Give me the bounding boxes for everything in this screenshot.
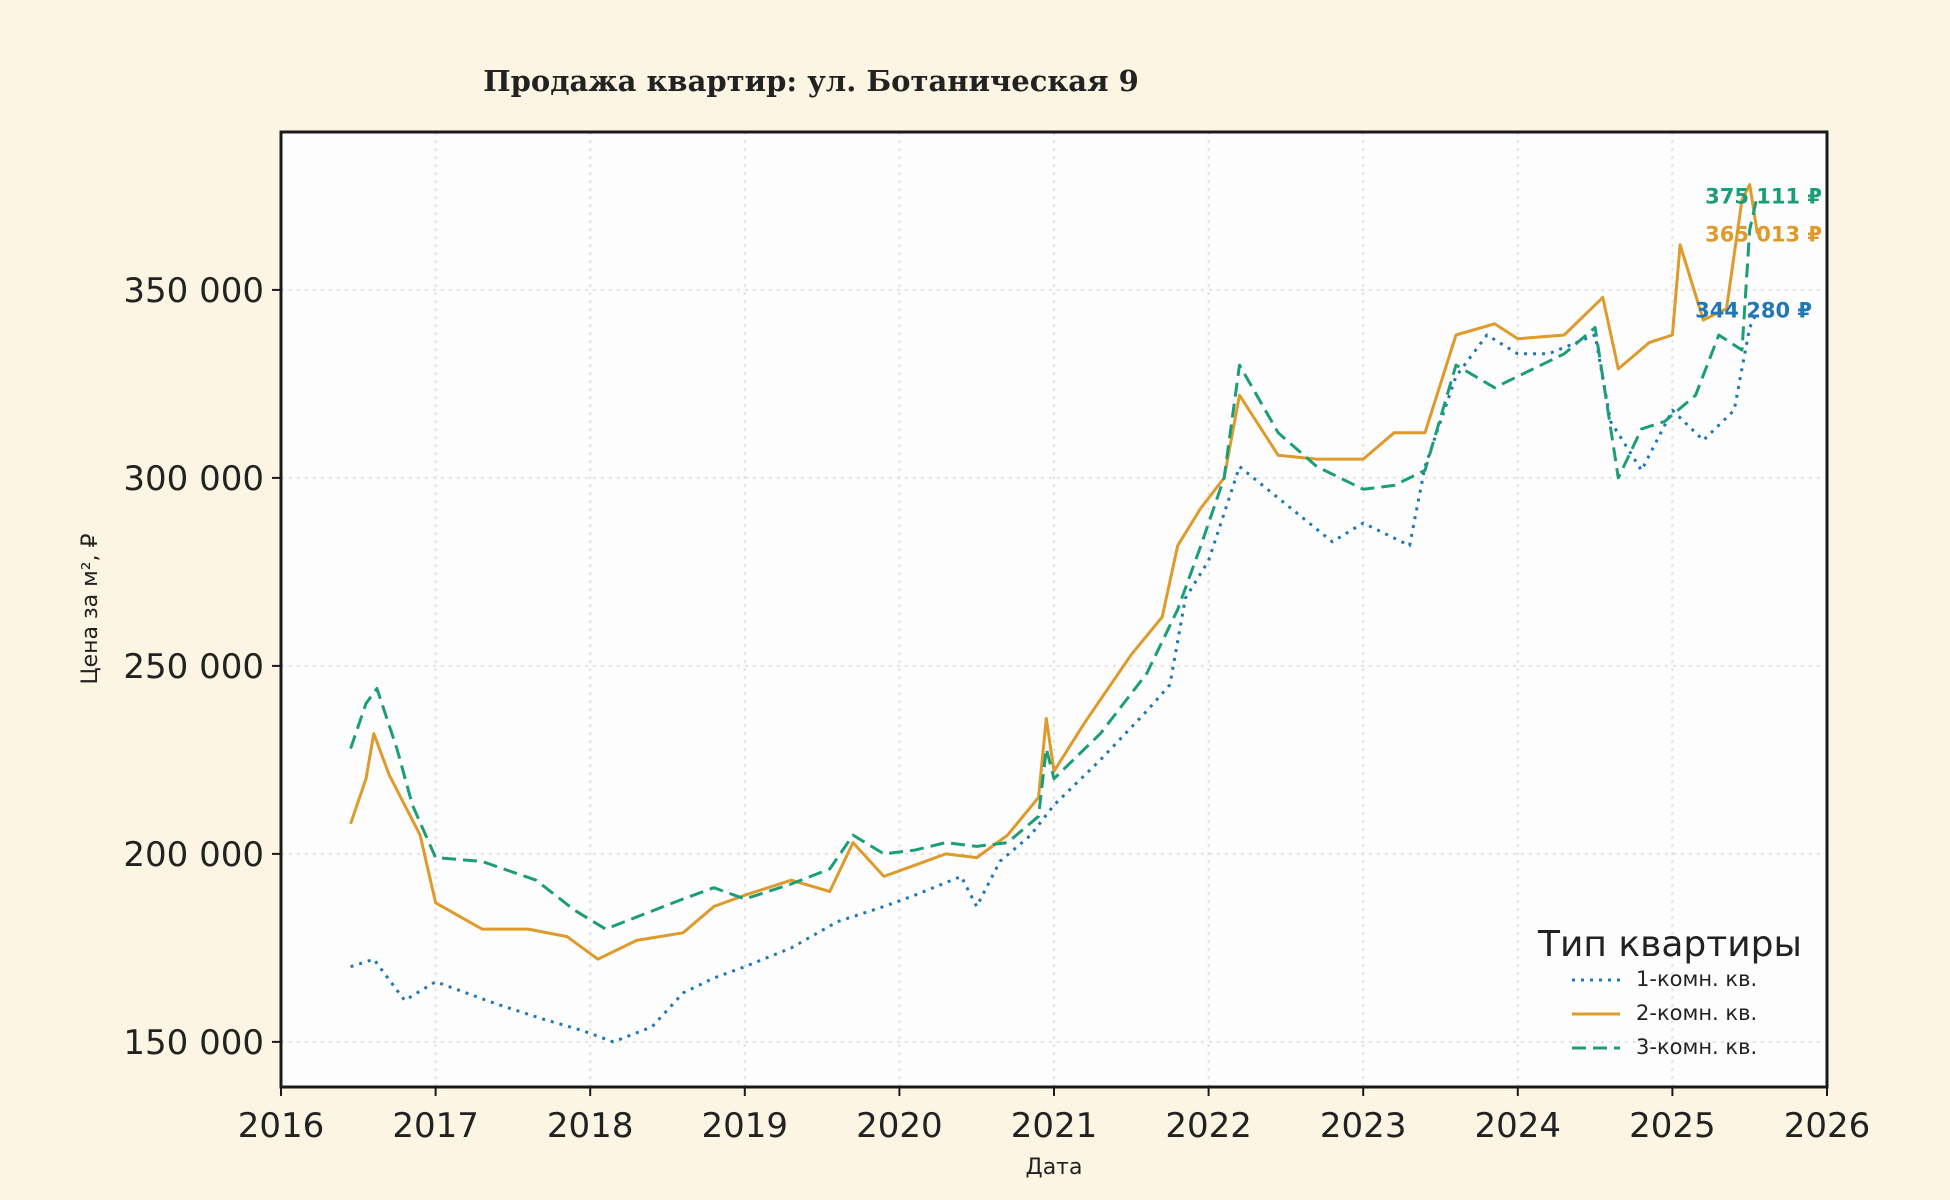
x-tick-label: 2025 xyxy=(1629,1106,1716,1146)
x-tick-label: 2019 xyxy=(702,1106,789,1146)
end-value-label: 375 111 ₽ xyxy=(1705,184,1822,208)
x-tick-label: 2020 xyxy=(856,1106,943,1146)
y-tick-label: 250 000 xyxy=(123,647,264,687)
y-tick-label: 200 000 xyxy=(123,835,264,875)
x-tick-label: 2026 xyxy=(1784,1106,1871,1146)
x-tick-label: 2016 xyxy=(238,1106,325,1146)
end-labels: 344 280 ₽ 365 013 ₽ 375 111 ₽ xyxy=(1695,184,1822,322)
y-tick-label: 150 000 xyxy=(123,1023,264,1063)
grid xyxy=(281,132,1827,1087)
legend-label: 1-комн. кв. xyxy=(1636,967,1757,991)
plot-area xyxy=(281,132,1827,1087)
series-layer xyxy=(349,183,1759,1044)
legend-title: Тип квартиры xyxy=(1537,924,1802,965)
x-tick-label: 2018 xyxy=(547,1106,634,1146)
y-tick-label: 300 000 xyxy=(123,459,264,499)
y-axis-label: Цена за м², ₽ xyxy=(78,533,103,684)
x-axis-label: Дата xyxy=(1026,1155,1083,1180)
legend: Тип квартиры 1-комн. кв. 2-комн. кв. 3-ком… xyxy=(1537,924,1802,1059)
x-tick-label: 2021 xyxy=(1011,1106,1098,1146)
y-tick-label: 350 000 xyxy=(123,271,264,311)
x-tick-label: 2022 xyxy=(1165,1106,1252,1146)
end-value-label: 344 280 ₽ xyxy=(1695,298,1812,322)
x-tick-label: 2023 xyxy=(1320,1106,1407,1146)
end-value-label: 365 013 ₽ xyxy=(1705,222,1822,246)
series-line-3 xyxy=(349,195,1759,931)
x-tick-label: 2017 xyxy=(392,1106,479,1146)
series-line-2 xyxy=(349,183,1759,961)
legend-label: 3-комн. кв. xyxy=(1636,1035,1757,1059)
axes: 2016 2017 2018 2019 2020 2021 2022 2023 2024 2025… xyxy=(123,271,1870,1146)
chart-title: Продажа квартир: ул. Ботаническая 9 xyxy=(483,64,1139,98)
x-tick-label: 2024 xyxy=(1475,1106,1562,1146)
legend-label: 2-комн. кв. xyxy=(1636,1001,1757,1025)
